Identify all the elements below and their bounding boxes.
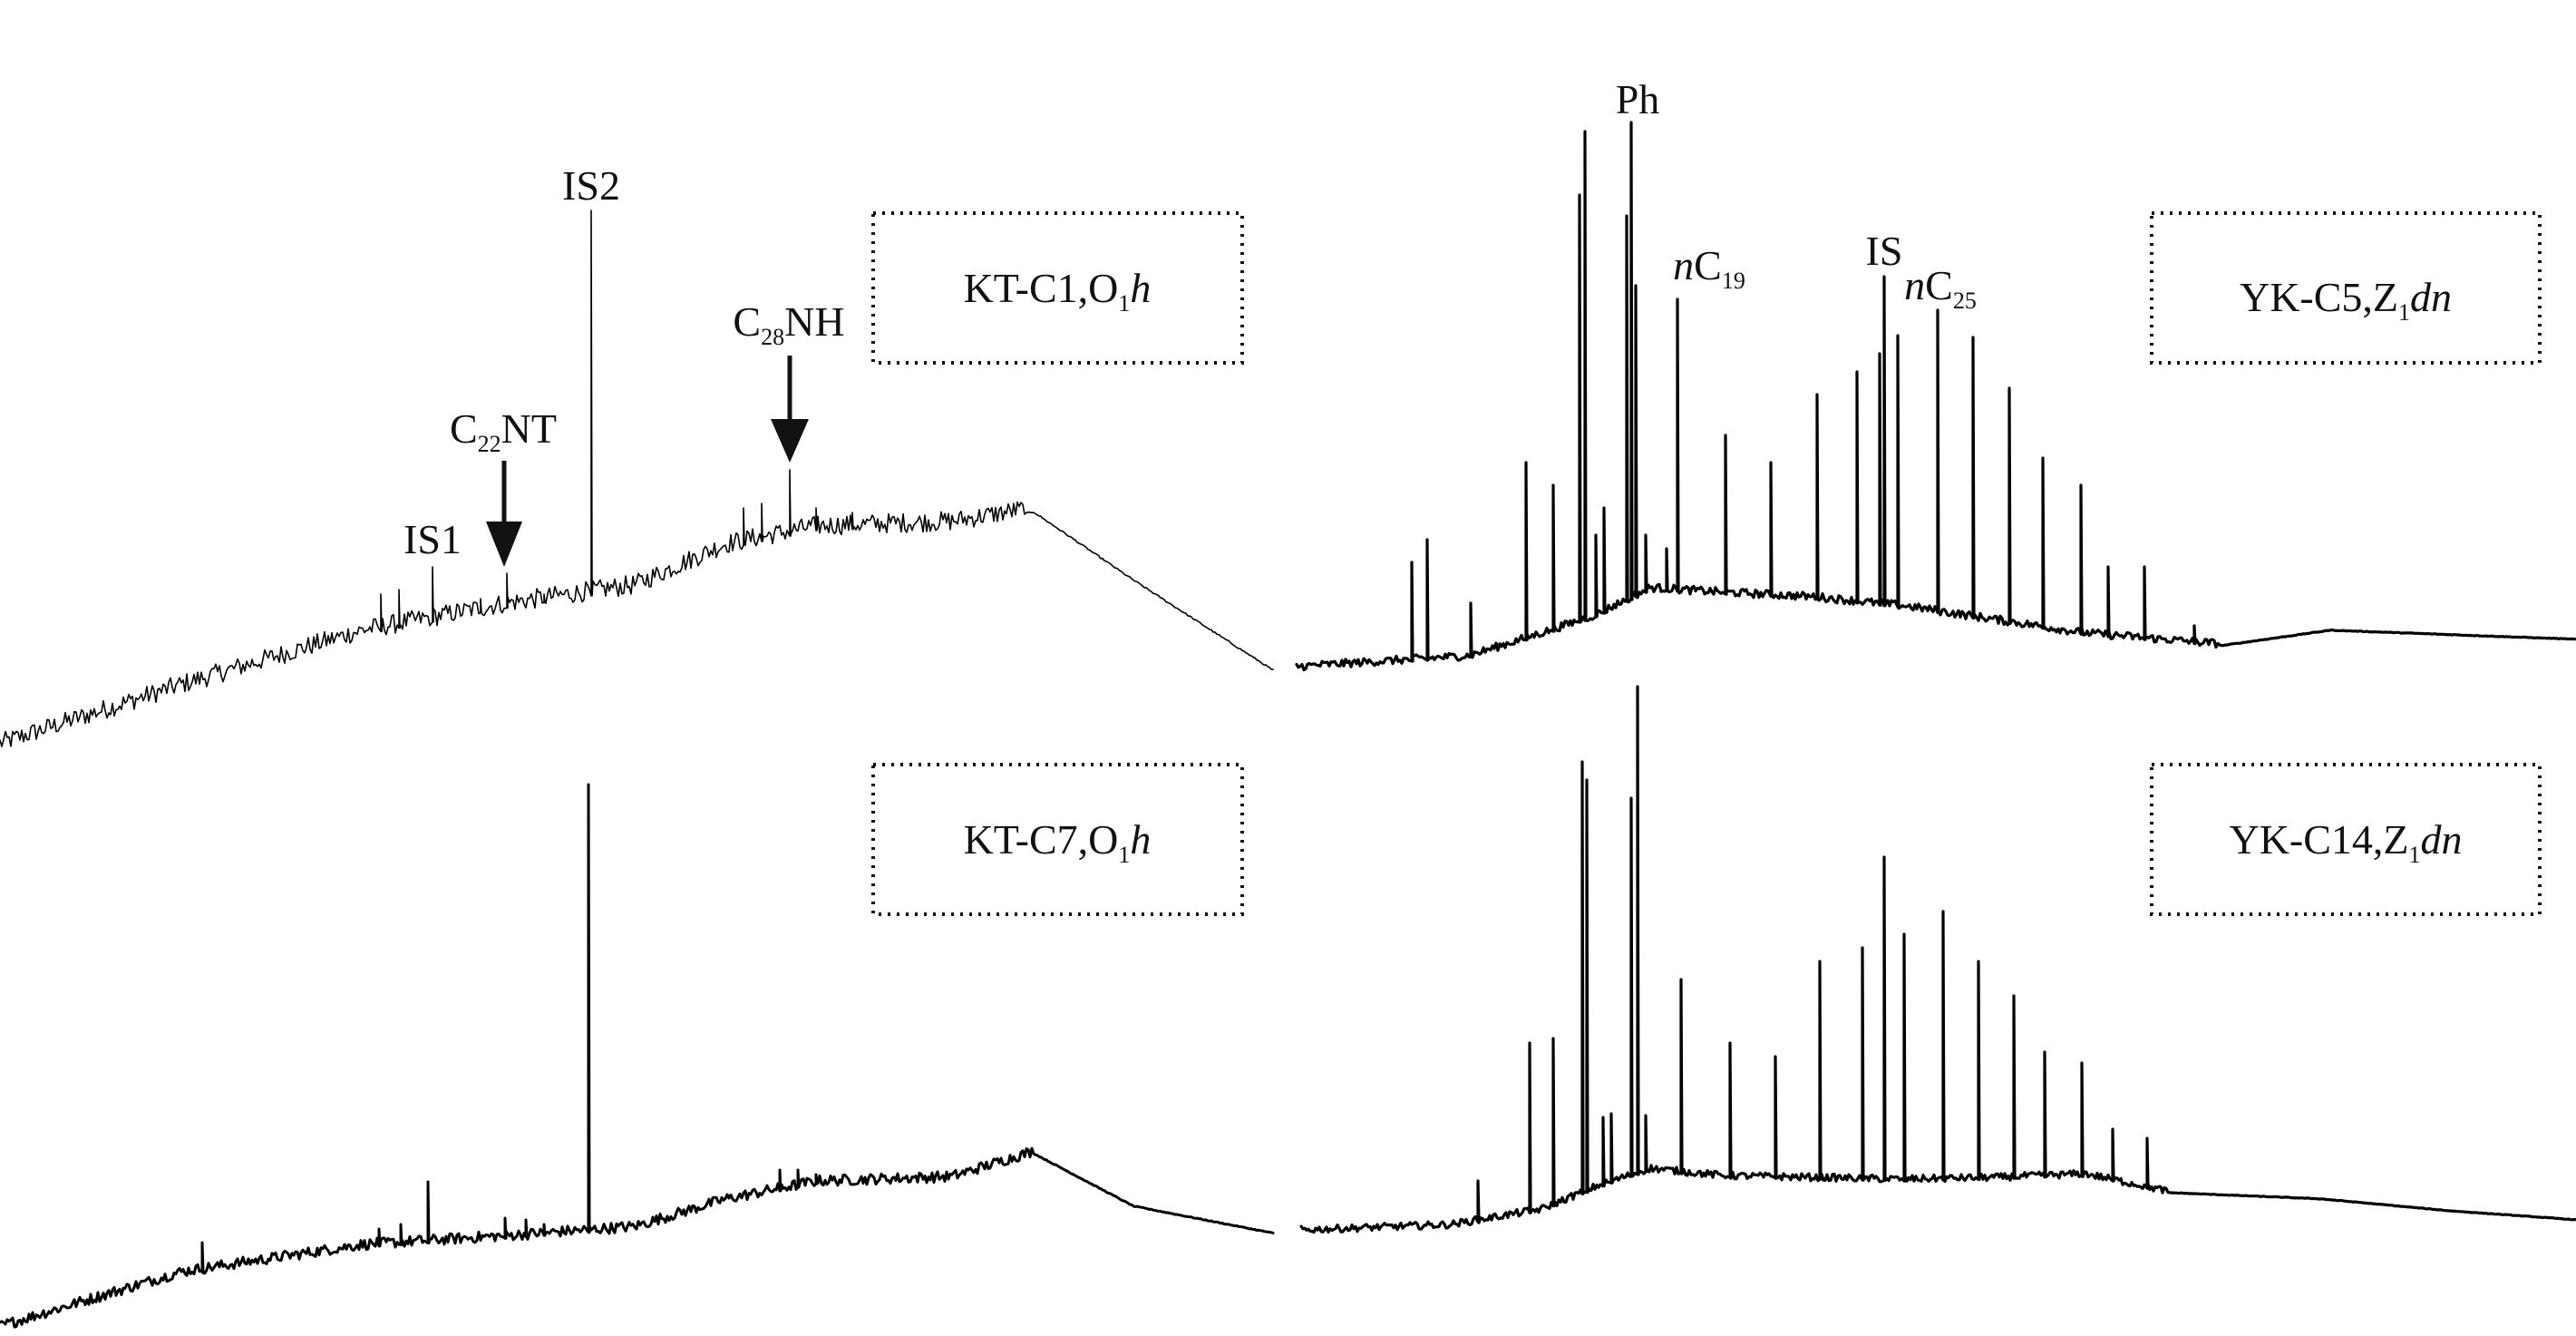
sample-label-yk-c5: YK-C5,Z1dn [2240,274,2452,326]
panel-yk-c5: YK-C5,Z1dn Ph nC19 IS nC25 [1295,76,2576,672]
sample-label-box-kt-c1 [871,211,1244,365]
peak-label-is: IS [1866,228,1903,274]
peak-label-nc19: nC19 [1673,242,1745,294]
sample-subscript-kt-c1: 1 [1118,290,1130,317]
peak-label-nc25-sub: 25 [1953,288,1977,314]
sample-name-yk-c5: YK-C5,Z [2240,274,2398,320]
arrow-c28nh [771,356,809,463]
panel-yk-c14: YK-C14,Z1dn [1299,685,2576,1234]
sample-label-kt-c1: KT-C1,O1h [964,265,1152,317]
sample-suffix-yk-c14: dn [2421,816,2463,863]
sample-label-box-kt-c7 [871,763,1244,916]
peak-label-c22nt-base: C [450,405,478,452]
peak-label-nc25: nC25 [1904,262,1977,314]
chromatogram-trace-kt-c7 [0,783,1275,1329]
sample-label-box-yk-c5 [2150,211,2542,365]
sample-name-kt-c7: KT-C7,O [964,816,1119,863]
sample-name-yk-c14: YK-C14,Z [2229,816,2408,863]
sample-subscript-yk-c5: 1 [2398,299,2410,326]
sample-suffix-kt-c7: h [1130,816,1151,863]
panel-kt-c7: KT-C7,O1h [0,763,1275,1329]
sample-suffix-kt-c1: h [1130,265,1151,311]
peak-label-c22nt-sub: 22 [478,431,501,457]
arrow-c22nt [486,461,522,567]
peak-label-is2: IS2 [562,162,620,209]
peak-label-c28nh: C28NH [733,298,844,350]
panel-kt-c1: KT-C1,O1h IS1 C22NT IS2 C28NH [0,162,1274,747]
chromatogram-trace-yk-c5 [1295,121,2576,672]
peak-label-c28nh-base: C [733,298,761,345]
sample-subscript-yk-c14: 1 [2409,842,2421,868]
peak-label-nc25-base: C [1925,262,1953,308]
sample-name-kt-c1: KT-C1,O [964,265,1119,311]
sample-subscript-kt-c7: 1 [1118,842,1130,868]
peak-label-nc19-base: C [1694,242,1722,288]
peak-label-c22nt: C22NT [450,405,557,457]
chromatogram-trace-kt-c1 [0,210,1274,747]
peak-label-c22nt-post: NT [501,405,557,452]
peak-label-c28nh-post: NH [784,298,844,345]
peak-label-ph: Ph [1616,76,1660,122]
sample-label-box-yk-c14 [2150,763,2542,916]
peak-label-c28nh-sub: 28 [761,324,784,350]
peak-label-is1: IS1 [403,516,462,562]
sample-label-kt-c7: KT-C7,O1h [964,816,1152,868]
sample-label-yk-c14: YK-C14,Z1dn [2229,816,2462,868]
peak-label-nc19-n: n [1673,242,1694,288]
sample-suffix-yk-c5: dn [2410,274,2452,320]
peak-label-nc19-sub: 19 [1722,268,1745,294]
chromatogram-trace-yk-c14 [1299,685,2576,1234]
peak-label-nc25-n: n [1904,262,1925,308]
